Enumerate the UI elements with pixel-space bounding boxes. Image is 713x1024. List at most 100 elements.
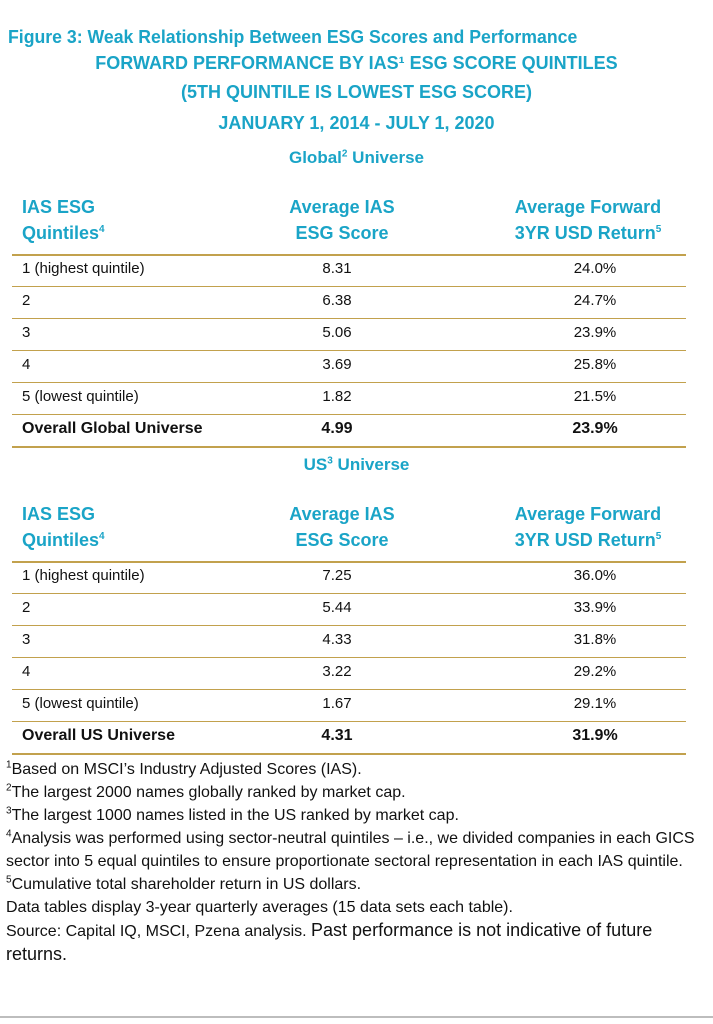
table-row: 2 6.38 24.7% <box>0 286 713 318</box>
cell-quintile: 3 <box>22 324 31 341</box>
table-title-suffix: Universe <box>332 455 410 474</box>
source-text: Source: Capital IQ, MSCI, Pzena analysis… <box>6 923 307 940</box>
source-line: Source: Capital IQ, MSCI, Pzena analysis… <box>6 919 706 967</box>
column-header-score-line2: ESG Score <box>295 530 389 550</box>
table-row: 5 (lowest quintile) 1.82 21.5% <box>0 382 713 414</box>
column-header-score: Average IAS ESG Score <box>252 194 432 246</box>
table-row: 5 (lowest quintile) 1.67 29.1% <box>0 689 713 721</box>
column-header-return: Average Forward 3YR USD Return5 <box>470 501 706 553</box>
table-title-text: Global <box>288 148 342 167</box>
footnote-number: 3 <box>6 805 12 817</box>
cell-score: 8.31 <box>322 260 352 277</box>
column-header-return-ref: 5 <box>655 531 662 542</box>
row-rule <box>12 657 686 658</box>
data-note: Data tables display 3-year quarterly ave… <box>6 899 513 916</box>
cell-quintile: 5 (lowest quintile) <box>22 388 139 405</box>
cell-return: 24.0% <box>573 260 617 277</box>
cell-return: 36.0% <box>573 567 617 584</box>
footnote-text: The largest 2000 names globally ranked b… <box>11 784 406 801</box>
cell-total-score: 4.31 <box>321 727 353 744</box>
table-row: 1 (highest quintile) 8.31 24.0% <box>0 254 713 286</box>
table-row: 4 3.22 29.2% <box>0 657 713 689</box>
footnote-number: 1 <box>6 759 12 771</box>
disclaimer-text: Past performance is not indicative of fu… <box>6 920 653 964</box>
footnote-text: Cumulative total shareholder return in U… <box>11 876 362 893</box>
column-header-return-line1: Average Forward <box>514 504 662 524</box>
table-title-1: US3 Universe <box>0 455 713 475</box>
cell-return: 31.8% <box>573 631 617 648</box>
figure-title: Figure 3: Weak Relationship Between ESG … <box>8 27 578 47</box>
column-header-quintile: IAS ESG Quintiles4 <box>22 194 105 246</box>
footnote-item: 3The largest 1000 names listed in the US… <box>6 804 706 827</box>
table-title-0: Global2 Universe <box>0 148 713 168</box>
column-header-quintile-line1: IAS ESG <box>22 504 96 524</box>
table-row: 1 (highest quintile) 7.25 36.0% <box>0 561 713 593</box>
footnote-list: 1Based on MSCI’s Industry Adjusted Score… <box>6 758 706 896</box>
cell-score: 5.06 <box>322 324 352 341</box>
bottom-rule <box>0 1016 713 1018</box>
column-header-quintile-line2: Quintiles4 <box>22 220 105 246</box>
column-header-quintile-text: Quintiles <box>22 530 100 550</box>
column-header-quintile: IAS ESG Quintiles4 <box>22 501 105 553</box>
table-title-suffix: Universe <box>347 148 424 167</box>
column-header-score-line1: Average IAS <box>289 504 395 524</box>
cell-return: 33.9% <box>573 599 617 616</box>
cell-return: 24.7% <box>573 292 617 309</box>
cell-quintile: 3 <box>22 631 31 648</box>
cell-total-label: Overall US Universe <box>22 727 175 744</box>
cell-score: 1.82 <box>322 388 352 405</box>
header-rule <box>12 561 686 563</box>
row-rule <box>12 721 686 722</box>
column-header-return-line2: 3YR USD Return5 <box>470 527 706 553</box>
cell-return: 25.8% <box>573 356 617 373</box>
cell-score: 5.44 <box>322 599 352 616</box>
cell-total-score: 4.99 <box>321 420 353 437</box>
column-header-return-line1: Average Forward <box>514 197 662 217</box>
cell-score: 7.25 <box>322 567 352 584</box>
subtitle-line-2: (5TH QUINTILE IS LOWEST ESG SCORE) <box>180 82 533 102</box>
column-header-quintile-line2: Quintiles4 <box>22 527 105 553</box>
cell-score: 3.22 <box>322 663 352 680</box>
column-header-quintile-line1: IAS ESG <box>22 197 96 217</box>
total-rule <box>12 446 686 448</box>
footnote-number: 2 <box>6 782 12 794</box>
column-header-return-line2: 3YR USD Return5 <box>470 220 706 246</box>
cell-quintile: 2 <box>22 292 31 309</box>
cell-return: 21.5% <box>573 388 617 405</box>
cell-score: 6.38 <box>322 292 352 309</box>
column-header-return-text: 3YR USD Return <box>514 223 656 243</box>
cell-total-return: 31.9% <box>572 727 618 744</box>
cell-quintile: 2 <box>22 599 31 616</box>
table-row: 3 4.33 31.8% <box>0 625 713 657</box>
footnote-item: 2The largest 2000 names globally ranked … <box>6 781 706 804</box>
table-title-footnote-ref: 2 <box>341 148 348 160</box>
row-rule <box>12 350 686 351</box>
table-title-footnote-ref: 3 <box>327 455 333 467</box>
footnote-text: Based on MSCI’s Industry Adjusted Scores… <box>11 761 362 778</box>
cell-quintile: 4 <box>22 663 31 680</box>
cell-quintile: 4 <box>22 356 31 373</box>
row-rule <box>12 286 686 287</box>
row-rule <box>12 382 686 383</box>
footnote-number: 4 <box>6 828 12 840</box>
cell-total-return: 23.9% <box>572 420 618 437</box>
cell-quintile: 1 (highest quintile) <box>22 567 145 584</box>
table-row: 3 5.06 23.9% <box>0 318 713 350</box>
row-rule <box>12 625 686 626</box>
footnote-item: 4Analysis was performed using sector-neu… <box>6 827 706 873</box>
table-row: 4 3.69 25.8% <box>0 350 713 382</box>
subtitle-line-1: FORWARD PERFORMANCE BY IAS¹ ESG SCORE QU… <box>95 53 618 73</box>
cell-quintile: 1 (highest quintile) <box>22 260 145 277</box>
column-header-score-line2: ESG Score <box>295 223 389 243</box>
cell-return: 23.9% <box>573 324 617 341</box>
header-rule <box>12 254 686 256</box>
table-title-text: US <box>303 455 328 474</box>
column-header-return: Average Forward 3YR USD Return5 <box>470 194 706 246</box>
column-header-return-text: 3YR USD Return <box>514 530 656 550</box>
footnote-item: 1Based on MSCI’s Industry Adjusted Score… <box>6 758 706 781</box>
cell-score: 4.33 <box>322 631 352 648</box>
cell-return: 29.1% <box>573 695 617 712</box>
footnote-number: 5 <box>6 874 12 886</box>
column-header-quintile-ref: 4 <box>99 224 105 235</box>
subtitle-line-3: JANUARY 1, 2014 - JULY 1, 2020 <box>218 113 495 133</box>
